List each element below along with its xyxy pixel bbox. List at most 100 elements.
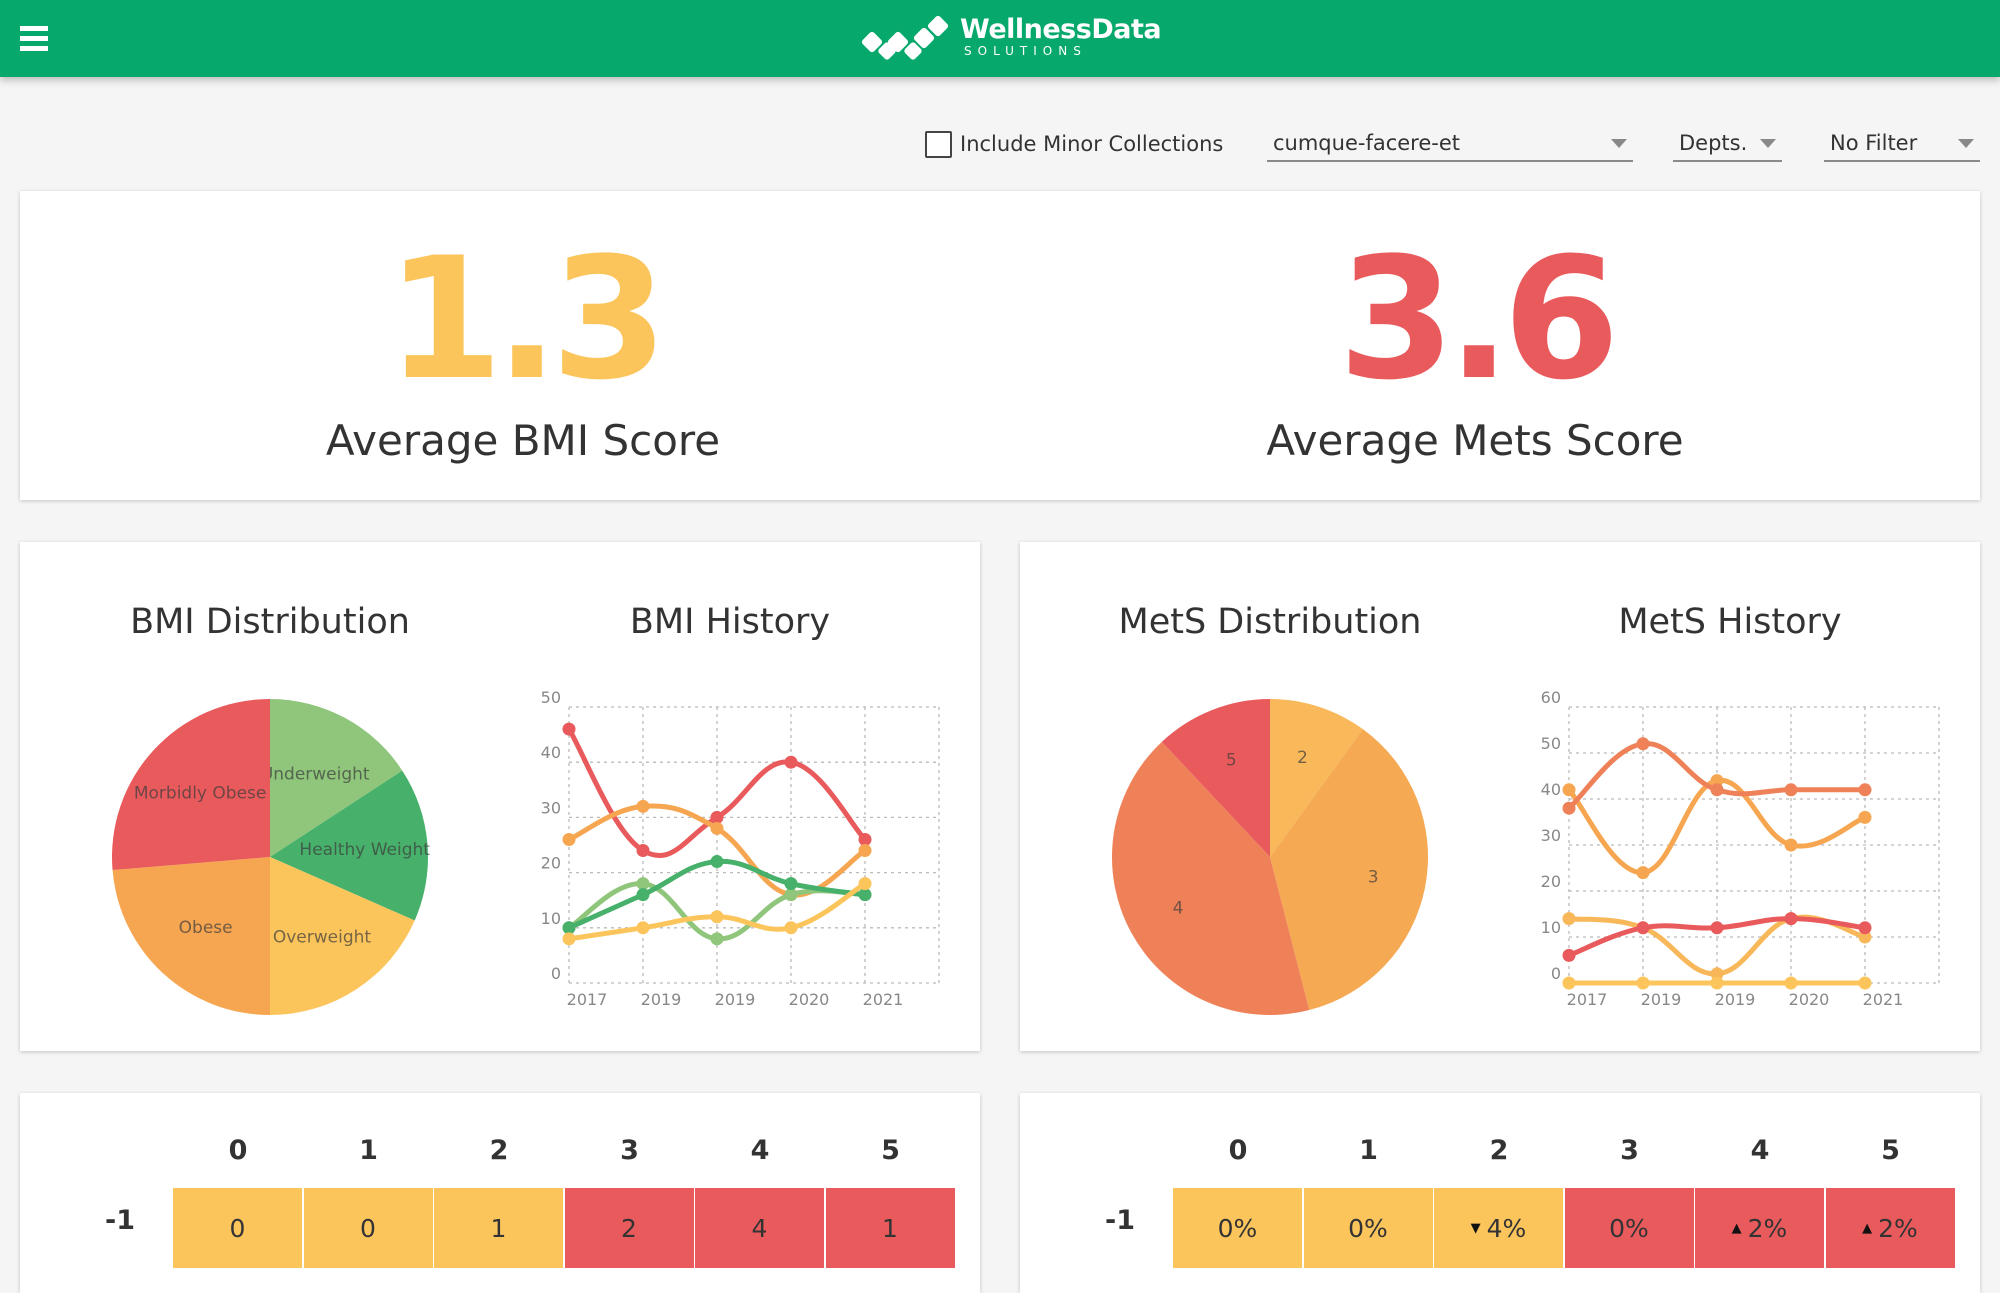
hamburger-menu-icon[interactable] xyxy=(20,26,48,52)
column-header: 5 xyxy=(1881,1135,1900,1166)
data-point xyxy=(784,755,798,769)
x-tick-label: 2019 xyxy=(1641,990,1682,1009)
table-cell: 2 xyxy=(564,1188,694,1268)
table-cell: 0 xyxy=(173,1188,302,1268)
x-tick-label: 2021 xyxy=(1863,990,1904,1009)
checkbox-box[interactable] xyxy=(925,130,952,158)
table-cell: 0 xyxy=(303,1188,433,1268)
cell-value: 0 xyxy=(229,1213,246,1243)
column-header: 1 xyxy=(1359,1135,1378,1166)
y-tick-label: 50 xyxy=(541,688,561,707)
pie-slice xyxy=(1161,699,1270,857)
filter-select[interactable]: No Filter xyxy=(1824,126,1980,162)
data-point xyxy=(562,722,576,736)
x-tick-label: 2021 xyxy=(863,990,904,1009)
data-point xyxy=(1710,921,1724,935)
chevron-down-icon xyxy=(1611,138,1627,148)
data-point xyxy=(710,855,724,869)
column-header: 0 xyxy=(228,1135,248,1166)
table-cell: ▼ 4% xyxy=(1434,1188,1563,1268)
mets-charts-card: MetS Distribution MetS History 0 2 3 4 50 10 2… xyxy=(1020,542,1980,1051)
row-label: -1 xyxy=(105,1205,135,1236)
row-label: -1 xyxy=(1105,1205,1135,1236)
data-point xyxy=(636,921,650,935)
y-tick-label: 50 xyxy=(1541,734,1561,753)
pie-slice xyxy=(270,699,403,857)
data-point xyxy=(1562,948,1576,962)
y-tick-label: 0 xyxy=(1551,964,1561,983)
mets-history-title: MetS History xyxy=(1618,602,1842,642)
data-point xyxy=(636,877,650,891)
table-cell: 0% xyxy=(1564,1188,1694,1268)
pie-slice xyxy=(112,699,270,871)
bmi-history-title: BMI History xyxy=(629,602,831,642)
brand-subtitle: SOLUTIONS xyxy=(964,44,1087,58)
data-point xyxy=(562,832,576,846)
mets-charts-svg: 02345010203040506020172019201920202021 xyxy=(1112,688,1940,1015)
depts-select[interactable]: Depts. xyxy=(1673,126,1782,162)
caret-up-icon: ▲ xyxy=(1731,1220,1742,1236)
data-point xyxy=(1710,774,1724,788)
avg-bmi-score-label: Average BMI Score xyxy=(325,416,721,465)
cell-value: 4% xyxy=(1486,1213,1527,1243)
pie-slice-label: Underweight xyxy=(261,764,370,784)
x-tick-label: 2017 xyxy=(567,990,608,1009)
table-cell: ▲ 2% xyxy=(1695,1188,1824,1268)
column-header: 4 xyxy=(750,1135,770,1166)
kpi-card: 1.3 Average BMI Score 3.6 Average Mets S… xyxy=(20,191,1980,500)
data-point xyxy=(1858,921,1872,935)
y-tick-label: 0 xyxy=(551,964,561,983)
x-tick-label: 2019 xyxy=(1715,990,1756,1009)
y-tick-label: 30 xyxy=(1541,826,1561,845)
data-point xyxy=(1562,783,1576,797)
collection-select[interactable]: cumque-facere-et xyxy=(1267,126,1633,162)
x-tick-label: 2019 xyxy=(715,990,756,1009)
pie-slice xyxy=(270,770,428,921)
y-tick-label: 20 xyxy=(541,854,561,873)
column-header: 2 xyxy=(1489,1135,1509,1166)
data-point xyxy=(1636,921,1650,935)
filter-select-value: No Filter xyxy=(1830,131,1918,155)
data-point xyxy=(784,921,798,935)
pie-slice-label: 2 xyxy=(1297,748,1308,768)
pie-slice xyxy=(1270,699,1363,857)
column-header: 2 xyxy=(489,1135,509,1166)
data-point xyxy=(784,888,798,902)
data-point xyxy=(562,921,576,935)
data-point xyxy=(1784,976,1798,990)
y-tick-label: 40 xyxy=(1541,780,1561,799)
pie-slice-label: Obese xyxy=(179,918,233,938)
data-point xyxy=(1562,801,1576,815)
data-point xyxy=(562,932,576,946)
data-point xyxy=(1858,783,1872,797)
column-header: 5 xyxy=(881,1135,900,1166)
brand-name: WellnessData xyxy=(960,14,1162,45)
column-header: 3 xyxy=(1620,1135,1639,1166)
pie-slice xyxy=(112,857,271,1015)
data-point xyxy=(710,821,724,835)
bmi-charts-card: BMI Distribution BMI History Underweight… xyxy=(20,542,980,1051)
data-point xyxy=(784,877,798,891)
pie-slice xyxy=(1270,729,1428,1011)
y-tick-label: 40 xyxy=(541,743,561,762)
bmi-table-card: 0 1 2 3 4 5 -1 0 0 1 2 4 1 xyxy=(20,1093,980,1293)
pie-slice xyxy=(270,857,415,1015)
data-point xyxy=(858,844,872,858)
data-point xyxy=(636,799,650,813)
avg-mets-score-label: Average Mets Score xyxy=(1266,416,1684,465)
cell-value: 2 xyxy=(621,1213,637,1243)
cell-value: 1 xyxy=(882,1213,898,1243)
data-point xyxy=(1784,912,1798,926)
cell-value: 4 xyxy=(751,1213,768,1243)
data-point xyxy=(710,910,724,924)
cell-value: 2% xyxy=(1878,1213,1918,1243)
y-tick-label: 30 xyxy=(541,798,561,817)
data-point xyxy=(1784,783,1798,797)
cell-value: 0 xyxy=(360,1213,376,1243)
cell-value: 0% xyxy=(1609,1213,1649,1243)
bmi-charts-svg: Underweight Healthy Weight Overweight Obese… xyxy=(112,688,940,1015)
include-minor-collections-checkbox[interactable]: Include Minor Collections xyxy=(925,126,1223,162)
table-cell: ▲ 2% xyxy=(1825,1188,1955,1268)
data-point xyxy=(1710,976,1724,990)
pie-slice-label: Healthy Weight xyxy=(299,840,430,860)
